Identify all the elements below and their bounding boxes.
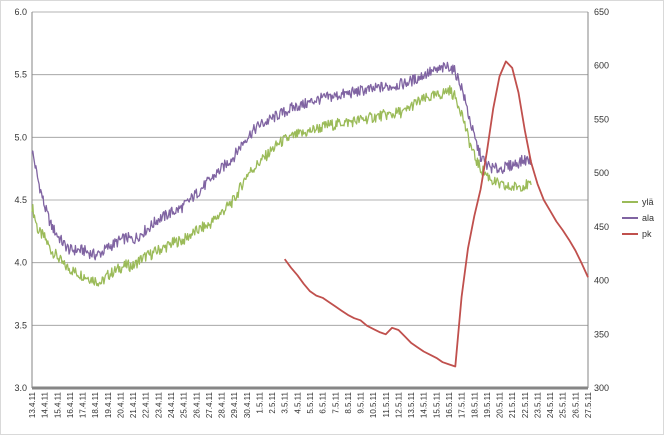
x-tick-label: 12.5.11 xyxy=(394,391,403,418)
x-tick-label: 10.5.11 xyxy=(369,391,378,418)
x-tick-label: 19.4.11 xyxy=(104,391,113,418)
x-tick-label: 14.4.11 xyxy=(41,391,50,418)
y-left-tick-label: 4.5 xyxy=(14,195,27,205)
y-right-tick-label: 350 xyxy=(594,329,609,339)
x-tick-label: 11.5.11 xyxy=(382,391,391,417)
x-tick-label: 16.4.11 xyxy=(66,391,75,418)
x-tick-label: 5.5.11 xyxy=(306,391,315,413)
y-left-tick-label: 3.5 xyxy=(14,320,27,330)
x-tick-label: 6.5.11 xyxy=(319,391,328,413)
x-tick-label: 3.5.11 xyxy=(281,391,290,413)
y-right-tick-label: 600 xyxy=(594,61,609,71)
x-tick-label: 20.5.11 xyxy=(496,391,505,418)
x-tick-label: 1.5.11 xyxy=(255,391,264,413)
legend-label: ala xyxy=(642,213,654,223)
series-line-0 xyxy=(31,85,532,287)
x-tick-label: 22.4.11 xyxy=(142,391,151,418)
x-tick-label: 23.5.11 xyxy=(533,391,542,418)
y-left-tick-label: 5.0 xyxy=(14,132,27,142)
y-left-tick-label: 4.0 xyxy=(14,258,27,268)
series-line-2 xyxy=(283,60,589,368)
y-left-tick-label: 6.0 xyxy=(14,7,27,17)
x-tick-label: 13.5.11 xyxy=(407,391,416,418)
x-tick-label: 19.5.11 xyxy=(483,391,492,418)
legend: ylä ala pk xyxy=(622,197,654,239)
y-right-tick-label: 500 xyxy=(594,168,609,178)
x-tick-label: 30.4.11 xyxy=(243,391,252,418)
x-tick-label: 15.5.11 xyxy=(432,391,441,418)
y-right-tick-label: 650 xyxy=(594,7,609,17)
x-tick-label: 13.4.11 xyxy=(28,391,37,418)
x-tick-label: 21.4.11 xyxy=(129,391,138,418)
y-right-tick-label: 550 xyxy=(594,114,609,124)
x-tick-label: 8.5.11 xyxy=(344,391,353,413)
x-tick-label: 2.5.11 xyxy=(268,391,277,413)
y-right-tick-label: 300 xyxy=(594,383,609,393)
x-tick-label: 27.4.11 xyxy=(205,391,214,418)
series-line-1 xyxy=(31,61,532,261)
x-tick-label: 26.4.11 xyxy=(192,391,201,418)
x-tick-label: 9.5.11 xyxy=(357,391,366,413)
x-tick-label: 24.4.11 xyxy=(167,391,176,418)
x-tick-label: 18.4.11 xyxy=(91,391,100,418)
x-tick-label: 7.5.11 xyxy=(331,391,340,413)
x-tick-label: 14.5.11 xyxy=(420,391,429,418)
x-tick-label: 25.5.11 xyxy=(559,391,568,418)
x-tick-label: 15.4.11 xyxy=(53,391,62,418)
x-tick-label: 29.4.11 xyxy=(230,391,239,418)
y-right-tick-label: 450 xyxy=(594,222,609,232)
y-left-tick-label: 5.5 xyxy=(14,70,27,80)
x-tick-label: 25.4.11 xyxy=(180,391,189,418)
x-tick-label: 18.5.11 xyxy=(470,391,479,418)
x-tick-label: 28.4.11 xyxy=(218,391,227,418)
x-tick-label: 24.5.11 xyxy=(546,391,555,418)
x-tick-label: 23.4.11 xyxy=(154,391,163,418)
axes: 3.0 3.5 4.0 4.5 5.0 5.5 6.0 300 350 400 450 500 550 6… xyxy=(14,7,609,418)
x-tick-label: 22.5.11 xyxy=(521,391,530,418)
plot-area xyxy=(31,60,589,368)
x-tick-label: 16.5.11 xyxy=(445,391,454,418)
y-right-tick-label: 400 xyxy=(594,276,609,286)
x-tick-label: 17.4.11 xyxy=(79,391,88,418)
legend-label: ylä xyxy=(642,197,654,207)
x-tick-label: 4.5.11 xyxy=(293,391,302,413)
x-tick-label: 20.4.11 xyxy=(116,391,125,418)
x-tick-label: 26.5.11 xyxy=(571,391,580,418)
legend-label: pk xyxy=(642,229,652,239)
x-tick-label: 17.5.11 xyxy=(458,391,467,418)
x-tick-label: 21.5.11 xyxy=(508,391,517,418)
x-tick-label: 27.5.11 xyxy=(584,391,593,418)
y-left-tick-label: 3.0 xyxy=(14,383,27,393)
